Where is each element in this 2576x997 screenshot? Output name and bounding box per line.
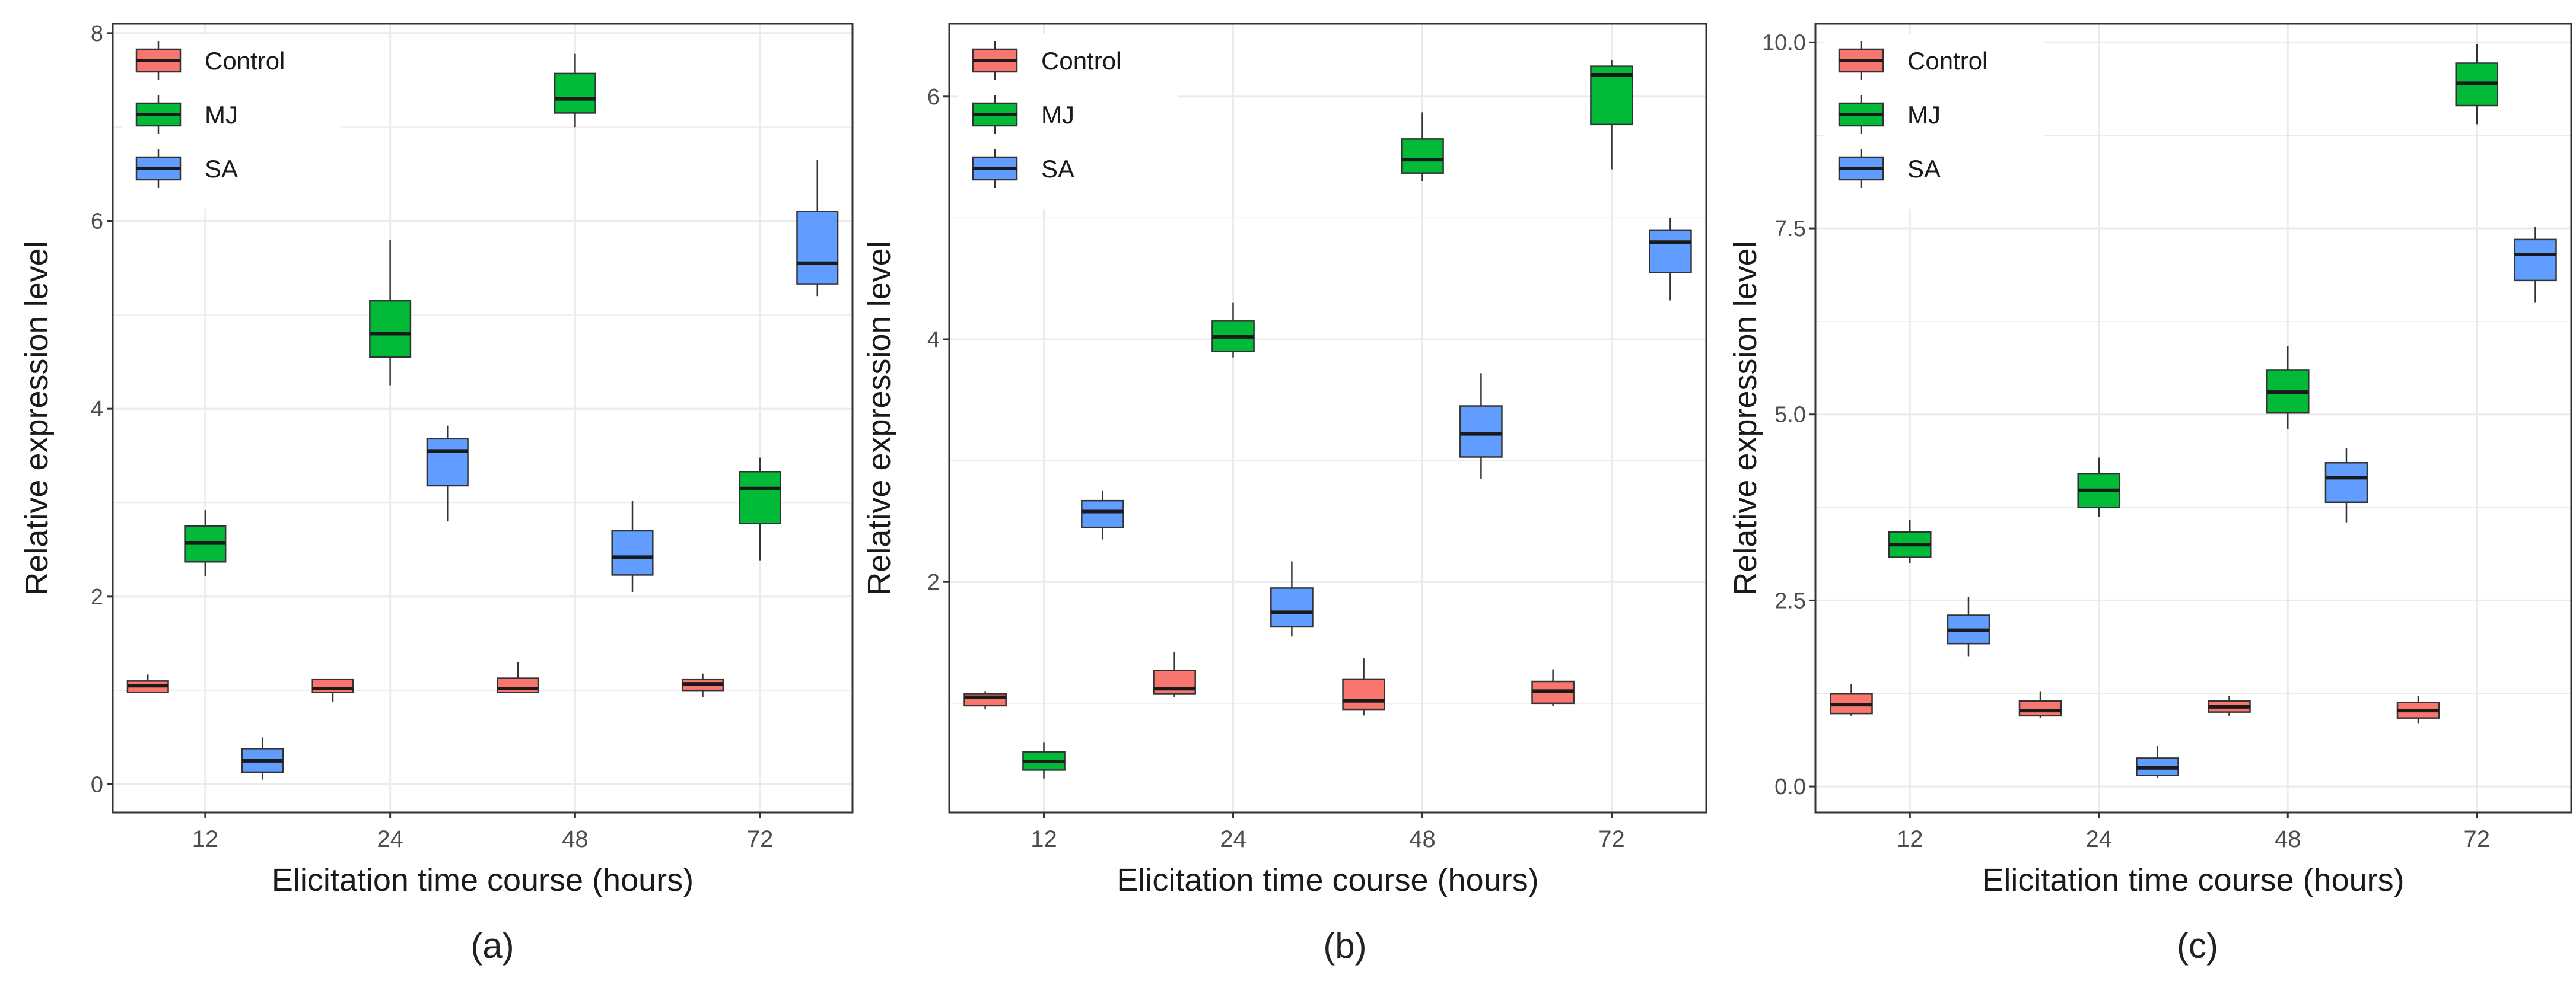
box-sa-12 xyxy=(1081,499,1124,528)
x-tick-label: 48 xyxy=(2275,826,2301,852)
x-tick-label: 12 xyxy=(1897,826,1923,852)
x-tick-label: 72 xyxy=(747,826,774,852)
legend-label-control: Control xyxy=(1907,47,1987,75)
plot-border xyxy=(1814,23,2572,814)
panel-a-caption: (a) xyxy=(470,926,514,966)
box-control-24 xyxy=(311,678,354,693)
box-control-12 xyxy=(963,693,1007,707)
x-tick-label: 24 xyxy=(377,826,403,852)
box-mj-48 xyxy=(1401,138,1444,174)
legend-label-sa: SA xyxy=(1907,155,1941,183)
plot-border xyxy=(112,23,854,814)
panel-b: 2 4 6 12 24 48 72 Elicitation time course (hour… xyxy=(858,0,1717,997)
panel-b-caption: (b) xyxy=(1323,926,1367,966)
y-tick-label: 7.5 xyxy=(1774,216,1806,241)
box-sa-24 xyxy=(1270,587,1314,628)
y-tick-label: 8 xyxy=(91,21,103,46)
legend-label-sa: SA xyxy=(1041,155,1074,183)
y-axis-title: Relative expression level xyxy=(1728,241,1763,595)
box-control-24 xyxy=(2018,700,2062,717)
y-tick-label: 0.0 xyxy=(1774,775,1806,799)
box-mj-72 xyxy=(739,471,781,524)
x-axis-title: Elicitation time course (hours) xyxy=(272,862,694,898)
y-tick-label: 0 xyxy=(91,773,103,798)
y-tick-label: 2 xyxy=(91,585,103,610)
y-tick-label: 2 xyxy=(927,570,940,595)
legend-label-mj: MJ xyxy=(1041,101,1074,129)
panel-c: 0.0 2.5 5.0 7.5 10.0 12 24 48 72 Elicitation time… xyxy=(1717,0,2575,997)
box-sa-72 xyxy=(2514,238,2557,282)
box-mj-48 xyxy=(554,72,596,114)
panel-a: 0 2 4 6 8 12 24 48 72 Elicitation time course (ho… xyxy=(0,0,858,997)
y-tick-label: 4 xyxy=(91,397,103,422)
x-axis-title: Elicitation time course (hours) xyxy=(1117,862,1538,898)
x-tick-label: 48 xyxy=(562,826,589,852)
x-tick-label: 12 xyxy=(192,826,219,852)
legend-label-control: Control xyxy=(205,47,285,75)
box-sa-48 xyxy=(1459,405,1503,458)
chart-c: 0.0 2.5 5.0 7.5 10.0 12 24 48 72 Elicitation time… xyxy=(1728,23,2572,898)
x-tick-label: 72 xyxy=(2464,826,2491,852)
x-tick-label: 24 xyxy=(2086,826,2113,852)
y-tick-label: 6 xyxy=(927,85,940,110)
box-sa-48 xyxy=(611,530,654,576)
box-mj-24 xyxy=(369,300,412,358)
y-axis-title: Relative expression level xyxy=(19,241,55,595)
panel-c-caption: (c) xyxy=(2177,926,2218,966)
box-sa-24 xyxy=(426,438,469,487)
box-sa-48 xyxy=(2324,462,2368,504)
plot-border xyxy=(948,23,1707,814)
x-tick-label: 72 xyxy=(1598,826,1625,852)
y-tick-label: 6 xyxy=(91,209,103,234)
x-tick-label: 48 xyxy=(1409,826,1436,852)
x-tick-label: 24 xyxy=(1220,826,1246,852)
y-tick-label: 5.0 xyxy=(1774,403,1806,428)
legend-label-control: Control xyxy=(1041,47,1121,75)
legend-label-mj: MJ xyxy=(1907,101,1941,129)
box-sa-72 xyxy=(796,211,839,285)
y-axis-title: Relative expression level xyxy=(861,241,897,595)
legend-label-mj: MJ xyxy=(205,101,238,129)
box-sa-72 xyxy=(1649,229,1692,273)
x-axis-title: Elicitation time course (hours) xyxy=(1982,862,2404,898)
y-tick-label: 2.5 xyxy=(1774,588,1806,613)
x-tick-label: 12 xyxy=(1031,826,1057,852)
y-tick-label: 10.0 xyxy=(1762,30,1806,55)
y-tick-label: 4 xyxy=(927,327,940,352)
legend-label-sa: SA xyxy=(205,155,238,183)
box-control-48 xyxy=(1342,678,1385,711)
